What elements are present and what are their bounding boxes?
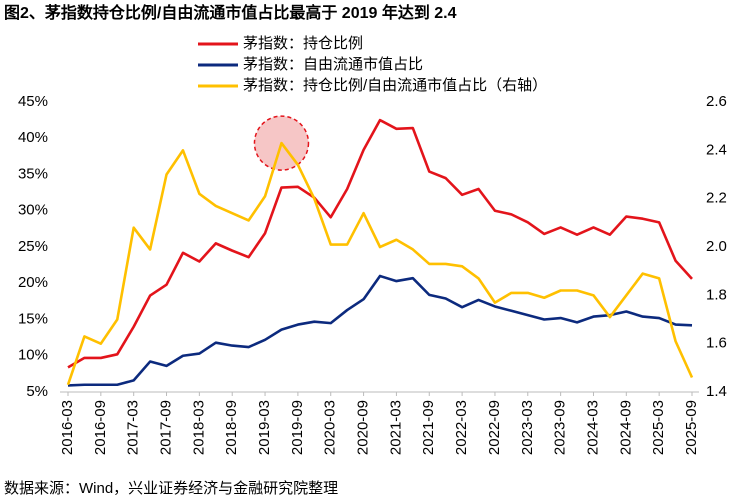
y-tick-label: 20%: [18, 274, 48, 291]
y-tick-label: 45%: [18, 93, 48, 110]
legend-label: 茅指数：持仓比例/自由流通市值占比（右轴）: [243, 77, 547, 94]
y-tick-label: 15%: [18, 310, 48, 327]
series-line: [67, 274, 693, 387]
y-tick-label: 25%: [18, 238, 48, 255]
x-tick-label: 2022-03: [453, 400, 470, 455]
y2-tick-label: 2.4: [706, 141, 727, 158]
x-tick-label: 2018-09: [223, 400, 240, 455]
series-line: [66, 141, 694, 386]
y2-tick-label: 1.8: [706, 286, 727, 303]
x-tick-label: 2021-03: [387, 400, 404, 455]
y2-tick-label: 1.6: [706, 335, 727, 352]
y2-tick-label: 2.6: [706, 93, 727, 110]
source-note: 数据来源：Wind，兴业证券经济与金融研究院整理: [4, 479, 338, 497]
x-tick-label: 2016-09: [92, 400, 109, 455]
x-tick-label: 2016-03: [59, 400, 76, 455]
y2-tick-label: 1.4: [706, 383, 727, 400]
y-tick-label: 30%: [18, 202, 48, 219]
x-tick-label: 2019-09: [289, 400, 306, 455]
x-tick-label: 2023-03: [519, 400, 536, 455]
x-tick-label: 2020-09: [355, 400, 372, 455]
x-tick-label: 2021-09: [420, 400, 437, 455]
series-line: [67, 118, 693, 369]
y-tick-label: 35%: [18, 165, 48, 182]
legend-label: 茅指数：自由流通市值占比: [243, 56, 423, 73]
x-tick-label: 2022-09: [486, 400, 503, 455]
x-tick-label: 2025-09: [683, 400, 700, 455]
x-tick-label: 2025-03: [650, 400, 667, 455]
x-tick-label: 2023-09: [552, 400, 569, 455]
y2-tick-label: 2.2: [706, 190, 727, 207]
x-tick-label: 2017-09: [157, 400, 174, 455]
y-tick-label: 40%: [18, 129, 48, 146]
x-tick-label: 2017-03: [125, 400, 142, 455]
x-tick-label: 2020-03: [322, 400, 339, 455]
x-tick-label: 2019-03: [256, 400, 273, 455]
x-tick-label: 2024-09: [617, 400, 634, 455]
y-tick-label: 10%: [18, 347, 48, 364]
x-tick-label: 2024-03: [584, 400, 601, 455]
x-tick-label: 2018-03: [190, 400, 207, 455]
y2-tick-label: 2.0: [706, 238, 727, 255]
chart-title: 图2、茅指数持仓比例/自由流通市值占比最高于 2019 年达到 2.4: [4, 3, 457, 22]
y-tick-label: 5%: [26, 383, 48, 400]
legend-label: 茅指数：持仓比例: [243, 35, 363, 52]
